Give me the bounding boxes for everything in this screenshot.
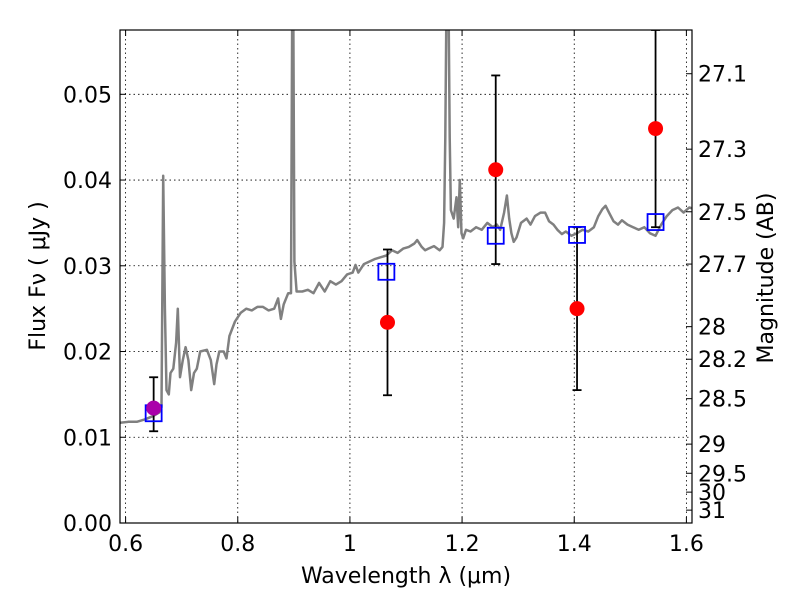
y-right-tick-label: 30	[698, 481, 726, 506]
observed-flux-point	[488, 162, 504, 178]
y-tick-label: 0.02	[63, 341, 112, 366]
y-tick-label: 0.05	[63, 83, 112, 108]
x-tick-label: 0.6	[108, 532, 143, 557]
x-tick-label: 1.4	[557, 532, 592, 557]
y-tick-label: 0.04	[63, 169, 112, 194]
x-tick-label: 1.2	[445, 532, 480, 557]
y-axis-right-label: Magnitude (AB)	[754, 193, 779, 364]
plot-area	[120, 30, 692, 433]
y-tick-label: 0.01	[63, 426, 112, 451]
y-right-tick-label: 28	[698, 316, 726, 341]
y-right-tick-label: 27.7	[698, 253, 747, 278]
y-axis-label: Flux Fν ( μJy )	[26, 201, 51, 350]
y-right-tick-label: 27.5	[698, 201, 747, 226]
y-right-tick-label: 28.2	[698, 348, 747, 373]
y-right-tick-label: 27.3	[698, 138, 747, 163]
y-right-tick-label: 27.1	[698, 63, 747, 88]
y-tick-label: 0.03	[63, 255, 112, 280]
x-tick-label: 0.8	[220, 532, 255, 557]
observed-flux-point	[569, 301, 585, 317]
model-photometry-square	[486, 226, 505, 245]
axis-ticks: 0.6 0.8 1 1.2 1.4 1.6 0.00 0.01 0.02 0.03 0.04 0.05…	[63, 30, 747, 557]
observed-flux-point	[379, 314, 395, 330]
y-right-tick-label: 31	[698, 499, 726, 524]
observed-flux-point	[648, 121, 664, 137]
x-tick-label: 1.6	[669, 532, 704, 557]
y-tick-label: 0.00	[63, 512, 112, 537]
model-photometry-square	[646, 213, 665, 231]
y-right-tick-label: 28.5	[698, 388, 747, 413]
model-photometry-square	[568, 226, 586, 244]
x-axis-label: Wavelength λ (μm)	[301, 564, 511, 589]
y-right-tick-label: 29	[698, 433, 726, 458]
plot-frame	[119, 29, 693, 524]
plot-background	[120, 30, 692, 523]
model-photometry-square	[377, 262, 396, 281]
observed-flux-point	[146, 400, 162, 416]
x-tick-label: 1	[343, 532, 357, 557]
y-right-tick-label: 29.5	[698, 462, 747, 487]
